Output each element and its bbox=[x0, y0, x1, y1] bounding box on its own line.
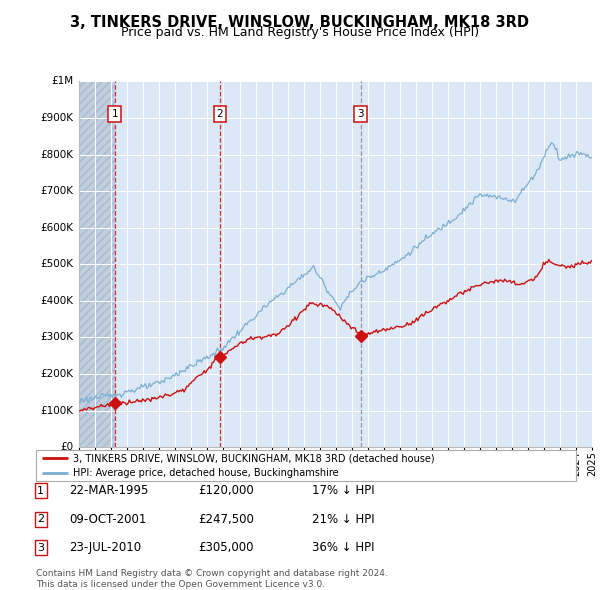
Text: £900K: £900K bbox=[40, 113, 73, 123]
Text: Contains HM Land Registry data © Crown copyright and database right 2024.: Contains HM Land Registry data © Crown c… bbox=[36, 569, 388, 578]
Text: 2: 2 bbox=[217, 109, 223, 119]
Text: 3, TINKERS DRIVE, WINSLOW, BUCKINGHAM, MK18 3RD (detached house): 3, TINKERS DRIVE, WINSLOW, BUCKINGHAM, M… bbox=[73, 453, 434, 463]
Text: £247,500: £247,500 bbox=[198, 513, 254, 526]
Text: This data is licensed under the Open Government Licence v3.0.: This data is licensed under the Open Gov… bbox=[36, 579, 325, 589]
Text: £305,000: £305,000 bbox=[198, 541, 254, 554]
Text: £800K: £800K bbox=[40, 150, 73, 159]
Text: £1M: £1M bbox=[51, 77, 73, 86]
Text: £100K: £100K bbox=[40, 406, 73, 415]
Text: £400K: £400K bbox=[40, 296, 73, 306]
Text: £120,000: £120,000 bbox=[198, 484, 254, 497]
Text: 23-JUL-2010: 23-JUL-2010 bbox=[69, 541, 141, 554]
Text: £700K: £700K bbox=[40, 186, 73, 196]
Text: HPI: Average price, detached house, Buckinghamshire: HPI: Average price, detached house, Buck… bbox=[73, 468, 338, 478]
Text: £500K: £500K bbox=[40, 260, 73, 269]
Text: 1: 1 bbox=[37, 486, 44, 496]
Text: £600K: £600K bbox=[40, 223, 73, 232]
Text: 3, TINKERS DRIVE, WINSLOW, BUCKINGHAM, MK18 3RD: 3, TINKERS DRIVE, WINSLOW, BUCKINGHAM, M… bbox=[71, 15, 530, 30]
Text: 09-OCT-2001: 09-OCT-2001 bbox=[69, 513, 146, 526]
Text: 17% ↓ HPI: 17% ↓ HPI bbox=[312, 484, 374, 497]
Text: £0: £0 bbox=[60, 442, 73, 452]
Text: 21% ↓ HPI: 21% ↓ HPI bbox=[312, 513, 374, 526]
Text: Price paid vs. HM Land Registry's House Price Index (HPI): Price paid vs. HM Land Registry's House … bbox=[121, 26, 479, 39]
Text: 1: 1 bbox=[112, 109, 118, 119]
Text: £200K: £200K bbox=[40, 369, 73, 379]
Text: 3: 3 bbox=[357, 109, 364, 119]
Text: 22-MAR-1995: 22-MAR-1995 bbox=[69, 484, 148, 497]
Text: 36% ↓ HPI: 36% ↓ HPI bbox=[312, 541, 374, 554]
Text: £300K: £300K bbox=[40, 333, 73, 342]
Text: 2: 2 bbox=[37, 514, 44, 524]
Text: 3: 3 bbox=[37, 543, 44, 552]
